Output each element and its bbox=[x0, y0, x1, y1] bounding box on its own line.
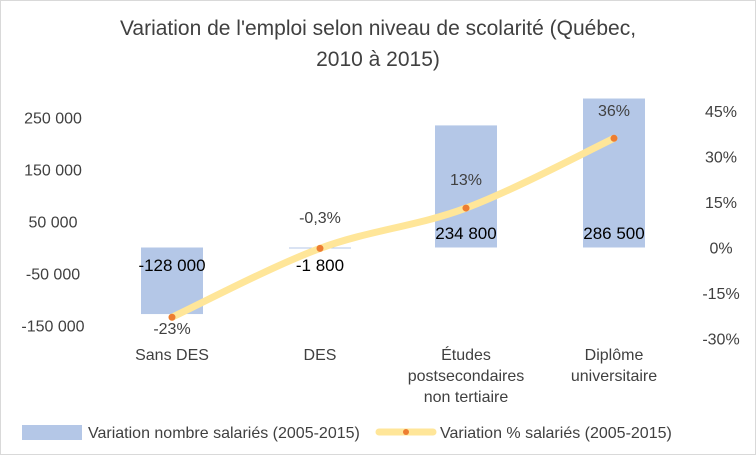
plot-area: 250 000 150 000 50 000 -50 000 -150 000 45% 30… bbox=[21, 98, 740, 406]
line-point bbox=[316, 244, 324, 252]
left-axis-tick-label: 250 000 bbox=[24, 111, 82, 128]
bar-data-label: 234 800 bbox=[435, 224, 496, 243]
bar bbox=[141, 247, 203, 315]
legend: Variation nombre salariés (2005-2015) Va… bbox=[22, 425, 672, 442]
bar-data-label: -1 800 bbox=[296, 256, 344, 275]
chart-title-line-1: Variation de l'emploi selon niveau de sc… bbox=[120, 17, 636, 40]
right-axis-tick-label: -30% bbox=[702, 332, 739, 349]
category-label: Diplôme bbox=[585, 347, 644, 364]
category-label: universitaire bbox=[571, 368, 657, 385]
line-point bbox=[462, 204, 470, 212]
right-axis-tick-label: -15% bbox=[702, 286, 739, 303]
right-axis-tick-label: 15% bbox=[705, 195, 737, 212]
left-axis-tick-label: -50 000 bbox=[26, 267, 80, 284]
series-line bbox=[168, 134, 618, 321]
line-point bbox=[168, 313, 176, 321]
bar-data-label: 286 500 bbox=[583, 224, 644, 243]
line-data-label: 36% bbox=[598, 103, 630, 120]
left-axis-tick-label: -150 000 bbox=[21, 319, 84, 336]
legend-label-line: Variation % salariés (2005-2015) bbox=[440, 425, 672, 442]
left-axis-tick-label: 50 000 bbox=[29, 215, 78, 232]
line-data-label: 13% bbox=[450, 172, 482, 189]
bar bbox=[435, 125, 497, 248]
category-label: non tertiaire bbox=[424, 389, 509, 406]
right-axis-tick-label: 45% bbox=[705, 104, 737, 121]
line-data-label: -0,3% bbox=[299, 210, 341, 227]
category-label: DES bbox=[304, 347, 337, 364]
category-label: Études bbox=[441, 345, 491, 364]
category-label: postsecondaires bbox=[408, 368, 525, 385]
right-axis-tick-label: 0% bbox=[709, 241, 732, 258]
line-data-label: -23% bbox=[153, 321, 190, 338]
right-axis-tick-label: 30% bbox=[705, 150, 737, 167]
chart-title: Variation de l'emploi selon niveau de sc… bbox=[120, 17, 636, 71]
chart-title-line-2: 2010 à 2015) bbox=[316, 48, 440, 71]
legend-swatch-bars bbox=[22, 425, 82, 440]
left-axis-tick-label: 150 000 bbox=[24, 163, 82, 180]
legend-label-bars: Variation nombre salariés (2005-2015) bbox=[88, 425, 360, 442]
line-point bbox=[610, 134, 618, 142]
bar bbox=[583, 98, 645, 248]
category-label: Sans DES bbox=[135, 347, 209, 364]
bar-data-label: -128 000 bbox=[138, 256, 205, 275]
legend-swatch-marker bbox=[403, 429, 409, 435]
